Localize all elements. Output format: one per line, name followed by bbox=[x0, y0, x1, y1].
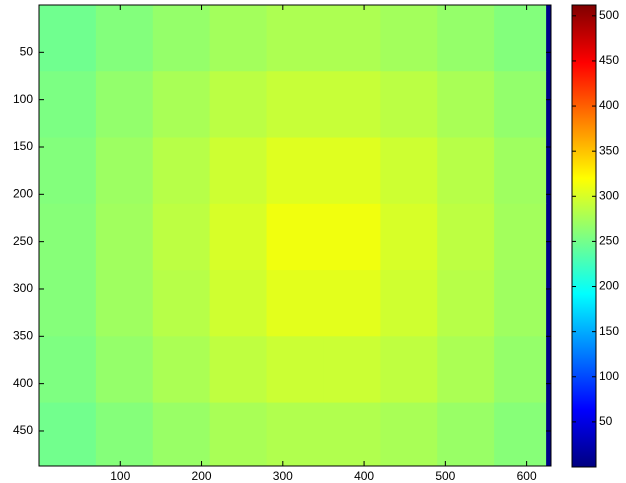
heat-cell bbox=[152, 5, 211, 72]
x-tick-label: 500 bbox=[435, 469, 455, 483]
heat-cell bbox=[209, 270, 268, 337]
heat-cell bbox=[39, 336, 97, 404]
heat-cell bbox=[494, 137, 547, 205]
heat-cell bbox=[266, 71, 324, 139]
x-tick-label: 100 bbox=[110, 469, 130, 483]
heat-cell bbox=[546, 5, 552, 72]
heat-cell bbox=[437, 5, 495, 72]
heat-cell bbox=[39, 270, 97, 337]
heat-cell bbox=[209, 402, 268, 467]
heat-cell bbox=[39, 203, 97, 271]
heat-cell bbox=[39, 402, 97, 467]
colorbar-tick-label: 250 bbox=[599, 234, 619, 248]
heat-cell bbox=[152, 203, 211, 271]
heat-cell bbox=[209, 137, 268, 205]
heat-cell bbox=[494, 71, 547, 139]
colorbar-tick-label: 50 bbox=[599, 414, 613, 428]
colorbar-tick-label: 200 bbox=[599, 279, 619, 293]
y-tick-label: 400 bbox=[13, 376, 33, 390]
x-tick-label: 300 bbox=[273, 469, 293, 483]
heat-cell bbox=[323, 137, 381, 205]
heat-cell bbox=[437, 270, 495, 337]
colorbar-tick-label: 400 bbox=[599, 98, 619, 112]
heat-cell bbox=[437, 336, 495, 404]
x-tick-label: 600 bbox=[517, 469, 537, 483]
heat-cell bbox=[323, 5, 381, 72]
colorbar-tick-label: 500 bbox=[599, 8, 619, 22]
heat-cell bbox=[380, 203, 438, 271]
heat-cell bbox=[437, 203, 495, 271]
heat-cell bbox=[323, 203, 381, 271]
heat-cell bbox=[380, 336, 438, 404]
heat-cell bbox=[95, 5, 154, 72]
heat-cell bbox=[152, 71, 211, 139]
heat-cell bbox=[494, 270, 547, 337]
colorbar-tick-label: 300 bbox=[599, 188, 619, 202]
heat-cell bbox=[546, 203, 552, 271]
heat-cell bbox=[266, 402, 324, 467]
heat-cell bbox=[323, 402, 381, 467]
heat-cell bbox=[95, 203, 154, 271]
heat-cell bbox=[266, 137, 324, 205]
y-tick-label: 50 bbox=[20, 45, 34, 59]
heat-cell bbox=[494, 203, 547, 271]
plot-frame bbox=[38, 4, 552, 467]
heat-cell bbox=[95, 336, 154, 404]
heat-cell bbox=[437, 137, 495, 205]
heat-cell bbox=[95, 71, 154, 139]
y-tick-label: 450 bbox=[13, 423, 33, 437]
heat-cell bbox=[95, 270, 154, 337]
heat-cell bbox=[380, 5, 438, 72]
heat-cell bbox=[494, 5, 547, 72]
y-tick-label: 100 bbox=[13, 92, 33, 106]
heat-cell bbox=[323, 71, 381, 139]
heat-cell bbox=[39, 137, 97, 205]
heat-cell bbox=[95, 402, 154, 467]
heat-cell bbox=[323, 270, 381, 337]
y-tick-label: 250 bbox=[13, 234, 33, 248]
heat-cell bbox=[437, 402, 495, 467]
heat-cell bbox=[266, 203, 324, 271]
heat-cell bbox=[39, 71, 97, 139]
heat-cell bbox=[380, 270, 438, 337]
heat-cell bbox=[546, 137, 552, 205]
heat-cell bbox=[546, 336, 552, 404]
heat-cell bbox=[152, 137, 211, 205]
heat-cell bbox=[546, 402, 552, 467]
x-tick-label: 200 bbox=[192, 469, 212, 483]
heat-cell bbox=[152, 402, 211, 467]
y-tick-label: 200 bbox=[13, 186, 33, 200]
heat-cell bbox=[546, 270, 552, 337]
colorbar-tick-label: 150 bbox=[599, 324, 619, 338]
colorbar bbox=[571, 4, 597, 468]
heat-cell bbox=[39, 5, 97, 72]
heat-cell bbox=[266, 270, 324, 337]
heat-cell bbox=[95, 137, 154, 205]
heat-cell bbox=[494, 336, 547, 404]
heat-cell bbox=[323, 336, 381, 404]
heat-cell bbox=[266, 5, 324, 72]
heat-cell bbox=[266, 336, 324, 404]
heat-cell bbox=[152, 336, 211, 404]
heat-cell bbox=[152, 270, 211, 337]
colorbar-tick-label: 100 bbox=[599, 369, 619, 383]
heat-cell bbox=[209, 203, 268, 271]
heat-cell bbox=[209, 71, 268, 139]
heat-cell bbox=[380, 402, 438, 467]
heat-cell bbox=[494, 402, 547, 467]
heat-cell bbox=[209, 336, 268, 404]
heat-cell bbox=[380, 137, 438, 205]
y-tick-label: 350 bbox=[13, 328, 33, 342]
heat-cell bbox=[380, 71, 438, 139]
colorbar-tick-label: 350 bbox=[599, 143, 619, 157]
heat-cell bbox=[209, 5, 268, 72]
y-tick-label: 150 bbox=[13, 139, 33, 153]
heat-cell bbox=[437, 71, 495, 139]
x-tick-label: 400 bbox=[354, 469, 374, 483]
heat-cell bbox=[546, 71, 552, 139]
y-tick-label: 300 bbox=[13, 281, 33, 295]
colorbar-tick-label: 450 bbox=[599, 53, 619, 67]
